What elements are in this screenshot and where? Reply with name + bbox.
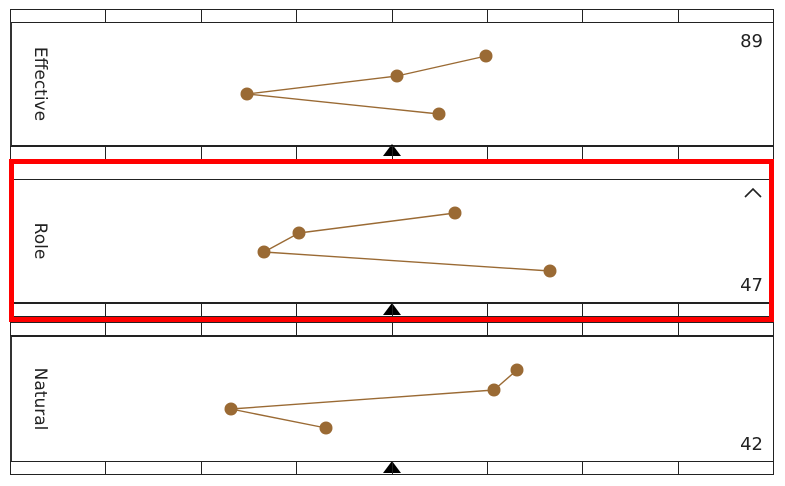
series-segment xyxy=(298,212,456,234)
series-segment xyxy=(246,93,440,115)
series-segment xyxy=(230,389,495,410)
series-point[interactable] xyxy=(479,49,493,63)
series-segment xyxy=(246,75,398,95)
series-point[interactable] xyxy=(448,206,462,220)
series-point[interactable] xyxy=(487,383,501,397)
series-point[interactable] xyxy=(224,402,238,416)
series-segment xyxy=(230,408,327,429)
panel-natural[interactable]: Natural 42 xyxy=(10,336,774,462)
series-segment xyxy=(263,232,300,253)
series-point[interactable] xyxy=(240,87,254,101)
series-point[interactable] xyxy=(390,69,404,83)
series-point[interactable] xyxy=(292,226,306,240)
series-point[interactable] xyxy=(319,421,333,435)
ruler-bottom xyxy=(10,461,774,475)
panel-effective[interactable]: Effective 89 xyxy=(10,22,774,146)
series-segment xyxy=(263,251,551,272)
panel-value-natural: 42 xyxy=(740,434,763,455)
series-point[interactable] xyxy=(510,363,524,377)
panel-value-role: 47 xyxy=(740,275,763,296)
panel-role[interactable]: Role 47 xyxy=(10,179,774,303)
series-point[interactable] xyxy=(543,264,557,278)
panel-value-effective: 89 xyxy=(740,31,763,52)
ruler-4 xyxy=(10,322,774,336)
series-point[interactable] xyxy=(257,245,271,259)
series-segment xyxy=(396,55,487,77)
chevron-up-icon[interactable] xyxy=(743,186,763,200)
series-point[interactable] xyxy=(432,107,446,121)
